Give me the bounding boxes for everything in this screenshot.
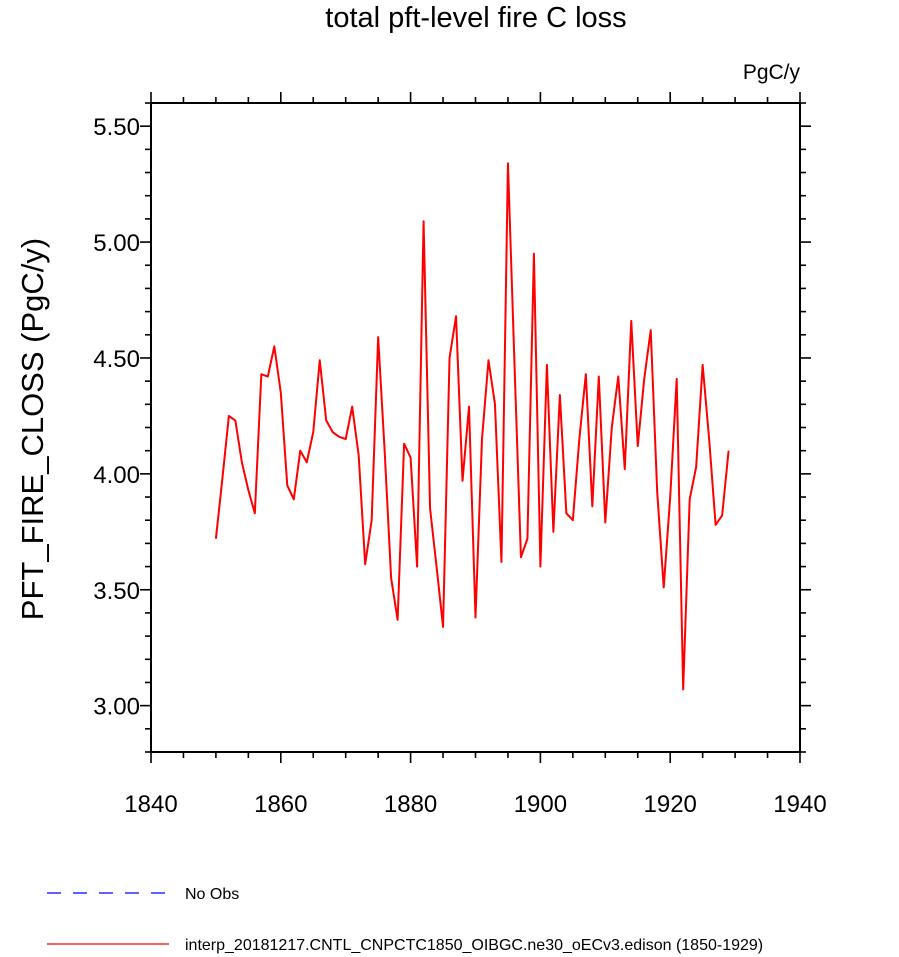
series-line-1 — [214, 162, 730, 691]
y-tick-label: 5.00 — [93, 230, 140, 257]
y-tick-label: 3.00 — [93, 694, 140, 721]
y-axis-label: PFT_FIRE_CLOSS (PgC/y) — [15, 238, 50, 620]
legend-label-model: interp_20181217.CNTL_CNPCTC1850_OIBGC.ne… — [185, 937, 763, 954]
legend: No Obs interp_20181217.CNTL_CNPCTC1850_O… — [47, 886, 763, 954]
x-axis-ticks — [150, 92, 801, 763]
y-tick-label: 4.00 — [93, 462, 140, 489]
y-tick-label: 4.50 — [93, 346, 140, 373]
x-axis-tick-labels: 1840 1860 1880 1900 1920 1940 — [124, 791, 826, 818]
y-tick-label: 5.50 — [93, 114, 140, 141]
series-layer — [214, 162, 730, 691]
x-tick-label: 1940 — [773, 791, 826, 818]
y-axis-tick-labels: 3.00 3.50 4.00 4.50 5.00 5.50 — [93, 114, 140, 720]
x-tick-label: 1920 — [644, 791, 697, 818]
x-tick-label: 1900 — [514, 791, 567, 818]
legend-label-no-obs: No Obs — [185, 886, 239, 903]
y-axis-ticks — [140, 102, 811, 753]
x-tick-label: 1860 — [254, 791, 307, 818]
chart-title: total pft-level fire C loss — [325, 2, 626, 34]
units-label: PgC/y — [743, 61, 801, 84]
y-tick-label: 3.50 — [93, 578, 140, 605]
x-tick-label: 1840 — [124, 791, 177, 818]
x-tick-label: 1880 — [384, 791, 437, 818]
plot-frame — [150, 102, 801, 753]
